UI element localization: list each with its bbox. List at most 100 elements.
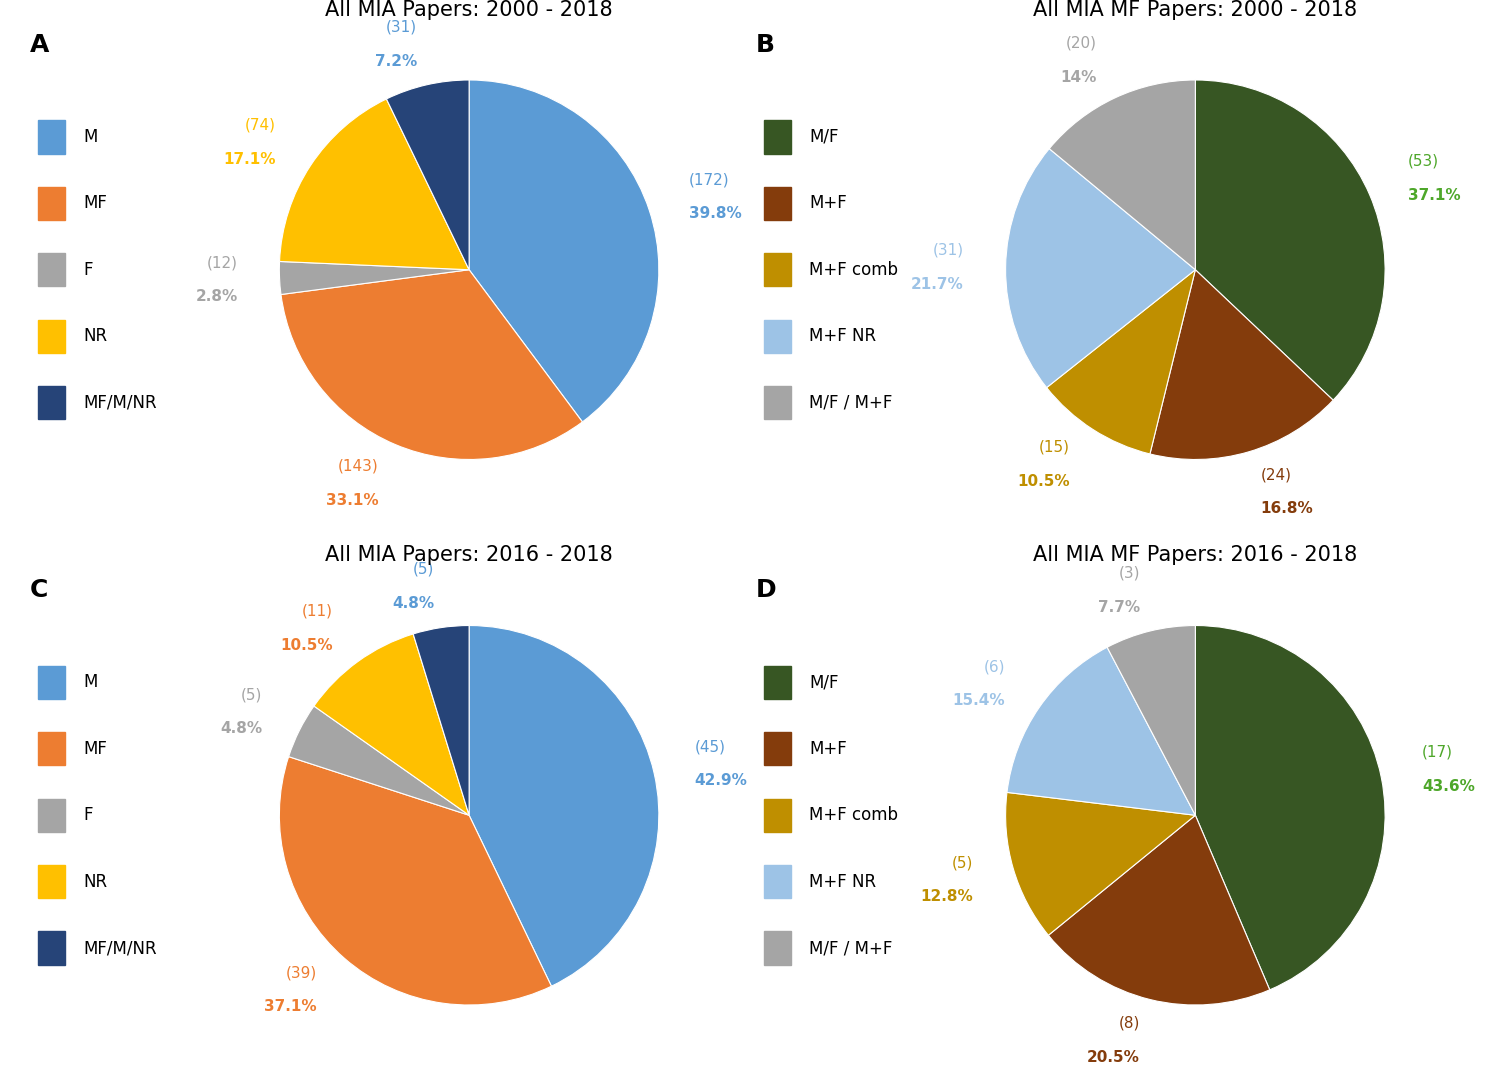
Wedge shape xyxy=(413,626,469,815)
Text: M/F: M/F xyxy=(809,674,839,691)
Text: NR: NR xyxy=(84,872,108,891)
Text: MF: MF xyxy=(84,740,108,757)
Text: 33.1%: 33.1% xyxy=(326,493,378,508)
Wedge shape xyxy=(280,756,552,1005)
Text: M/F / M+F: M/F / M+F xyxy=(809,940,893,957)
FancyBboxPatch shape xyxy=(37,120,64,153)
Text: M+F comb: M+F comb xyxy=(809,806,898,825)
FancyBboxPatch shape xyxy=(764,799,791,832)
Text: (31): (31) xyxy=(386,20,417,35)
Text: 7.7%: 7.7% xyxy=(1097,600,1141,615)
Wedge shape xyxy=(386,80,469,270)
Text: (5): (5) xyxy=(241,687,262,702)
Title: All MIA MF Papers: 2000 - 2018: All MIA MF Papers: 2000 - 2018 xyxy=(1033,0,1357,20)
FancyBboxPatch shape xyxy=(764,732,791,765)
Text: (5): (5) xyxy=(413,562,435,577)
Text: M+F NR: M+F NR xyxy=(809,328,876,345)
Text: (31): (31) xyxy=(933,243,964,257)
Wedge shape xyxy=(1196,80,1384,400)
Text: MF/M/NR: MF/M/NR xyxy=(84,940,157,957)
Wedge shape xyxy=(1049,80,1196,270)
Text: 43.6%: 43.6% xyxy=(1422,779,1476,793)
Text: 15.4%: 15.4% xyxy=(952,693,1005,709)
Text: 2.8%: 2.8% xyxy=(196,290,238,305)
Text: (172): (172) xyxy=(689,173,730,188)
Text: 37.1%: 37.1% xyxy=(265,999,317,1014)
Text: M+F NR: M+F NR xyxy=(809,872,876,891)
Wedge shape xyxy=(1008,648,1196,815)
Text: (8): (8) xyxy=(1118,1016,1141,1031)
Text: MF/M/NR: MF/M/NR xyxy=(84,394,157,411)
Text: (20): (20) xyxy=(1066,36,1097,51)
FancyBboxPatch shape xyxy=(37,386,64,419)
Text: 17.1%: 17.1% xyxy=(223,152,275,167)
FancyBboxPatch shape xyxy=(37,187,64,220)
FancyBboxPatch shape xyxy=(764,253,791,286)
Text: 21.7%: 21.7% xyxy=(910,277,964,292)
Wedge shape xyxy=(1108,626,1196,815)
FancyBboxPatch shape xyxy=(37,799,64,832)
Title: All MIA Papers: 2016 - 2018: All MIA Papers: 2016 - 2018 xyxy=(326,546,613,565)
FancyBboxPatch shape xyxy=(764,666,791,699)
Text: M+F: M+F xyxy=(809,740,848,757)
Text: 14%: 14% xyxy=(1060,69,1097,85)
Wedge shape xyxy=(1006,792,1196,935)
Text: 16.8%: 16.8% xyxy=(1260,501,1313,516)
Text: (5): (5) xyxy=(952,855,973,870)
Text: 7.2%: 7.2% xyxy=(375,53,417,68)
Text: M/F / M+F: M/F / M+F xyxy=(809,394,893,411)
Wedge shape xyxy=(1150,270,1334,459)
Text: (6): (6) xyxy=(984,660,1005,674)
Text: 39.8%: 39.8% xyxy=(689,206,742,221)
Wedge shape xyxy=(1196,626,1384,990)
Text: F: F xyxy=(84,260,93,279)
Text: (17): (17) xyxy=(1422,744,1453,760)
Text: C: C xyxy=(30,578,48,602)
Wedge shape xyxy=(281,270,583,459)
Wedge shape xyxy=(280,99,469,270)
FancyBboxPatch shape xyxy=(764,932,791,965)
FancyBboxPatch shape xyxy=(764,320,791,353)
Text: 10.5%: 10.5% xyxy=(281,638,333,652)
Text: M/F: M/F xyxy=(809,128,839,145)
Text: A: A xyxy=(30,33,49,56)
Text: D: D xyxy=(756,578,777,602)
Text: (12): (12) xyxy=(206,255,238,270)
Text: (15): (15) xyxy=(1039,439,1070,455)
FancyBboxPatch shape xyxy=(37,666,64,699)
Wedge shape xyxy=(1046,270,1196,454)
Text: 10.5%: 10.5% xyxy=(1018,474,1070,489)
Text: B: B xyxy=(756,33,774,56)
Title: All MIA Papers: 2000 - 2018: All MIA Papers: 2000 - 2018 xyxy=(326,0,613,20)
Text: M: M xyxy=(84,128,97,145)
FancyBboxPatch shape xyxy=(37,932,64,965)
Text: M+F: M+F xyxy=(809,194,848,213)
FancyBboxPatch shape xyxy=(764,187,791,220)
FancyBboxPatch shape xyxy=(37,320,64,353)
Text: MF: MF xyxy=(84,194,108,213)
Wedge shape xyxy=(1006,149,1196,387)
Wedge shape xyxy=(280,261,469,294)
Wedge shape xyxy=(469,80,659,422)
Text: (39): (39) xyxy=(286,965,317,980)
Wedge shape xyxy=(289,706,469,815)
Text: 12.8%: 12.8% xyxy=(921,890,973,904)
FancyBboxPatch shape xyxy=(37,865,64,898)
FancyBboxPatch shape xyxy=(764,865,791,898)
FancyBboxPatch shape xyxy=(37,253,64,286)
Text: (74): (74) xyxy=(245,118,275,133)
Title: All MIA MF Papers: 2016 - 2018: All MIA MF Papers: 2016 - 2018 xyxy=(1033,546,1357,565)
Text: M+F comb: M+F comb xyxy=(809,260,898,279)
Wedge shape xyxy=(1048,815,1269,1005)
Text: (3): (3) xyxy=(1118,566,1141,580)
FancyBboxPatch shape xyxy=(764,120,791,153)
Text: (143): (143) xyxy=(338,458,378,473)
Text: (45): (45) xyxy=(695,739,725,754)
Text: (11): (11) xyxy=(302,603,333,618)
FancyBboxPatch shape xyxy=(37,732,64,765)
Wedge shape xyxy=(469,626,659,986)
Text: 37.1%: 37.1% xyxy=(1408,188,1461,203)
Text: 4.8%: 4.8% xyxy=(220,722,262,737)
Text: F: F xyxy=(84,806,93,825)
Text: 20.5%: 20.5% xyxy=(1087,1049,1141,1064)
